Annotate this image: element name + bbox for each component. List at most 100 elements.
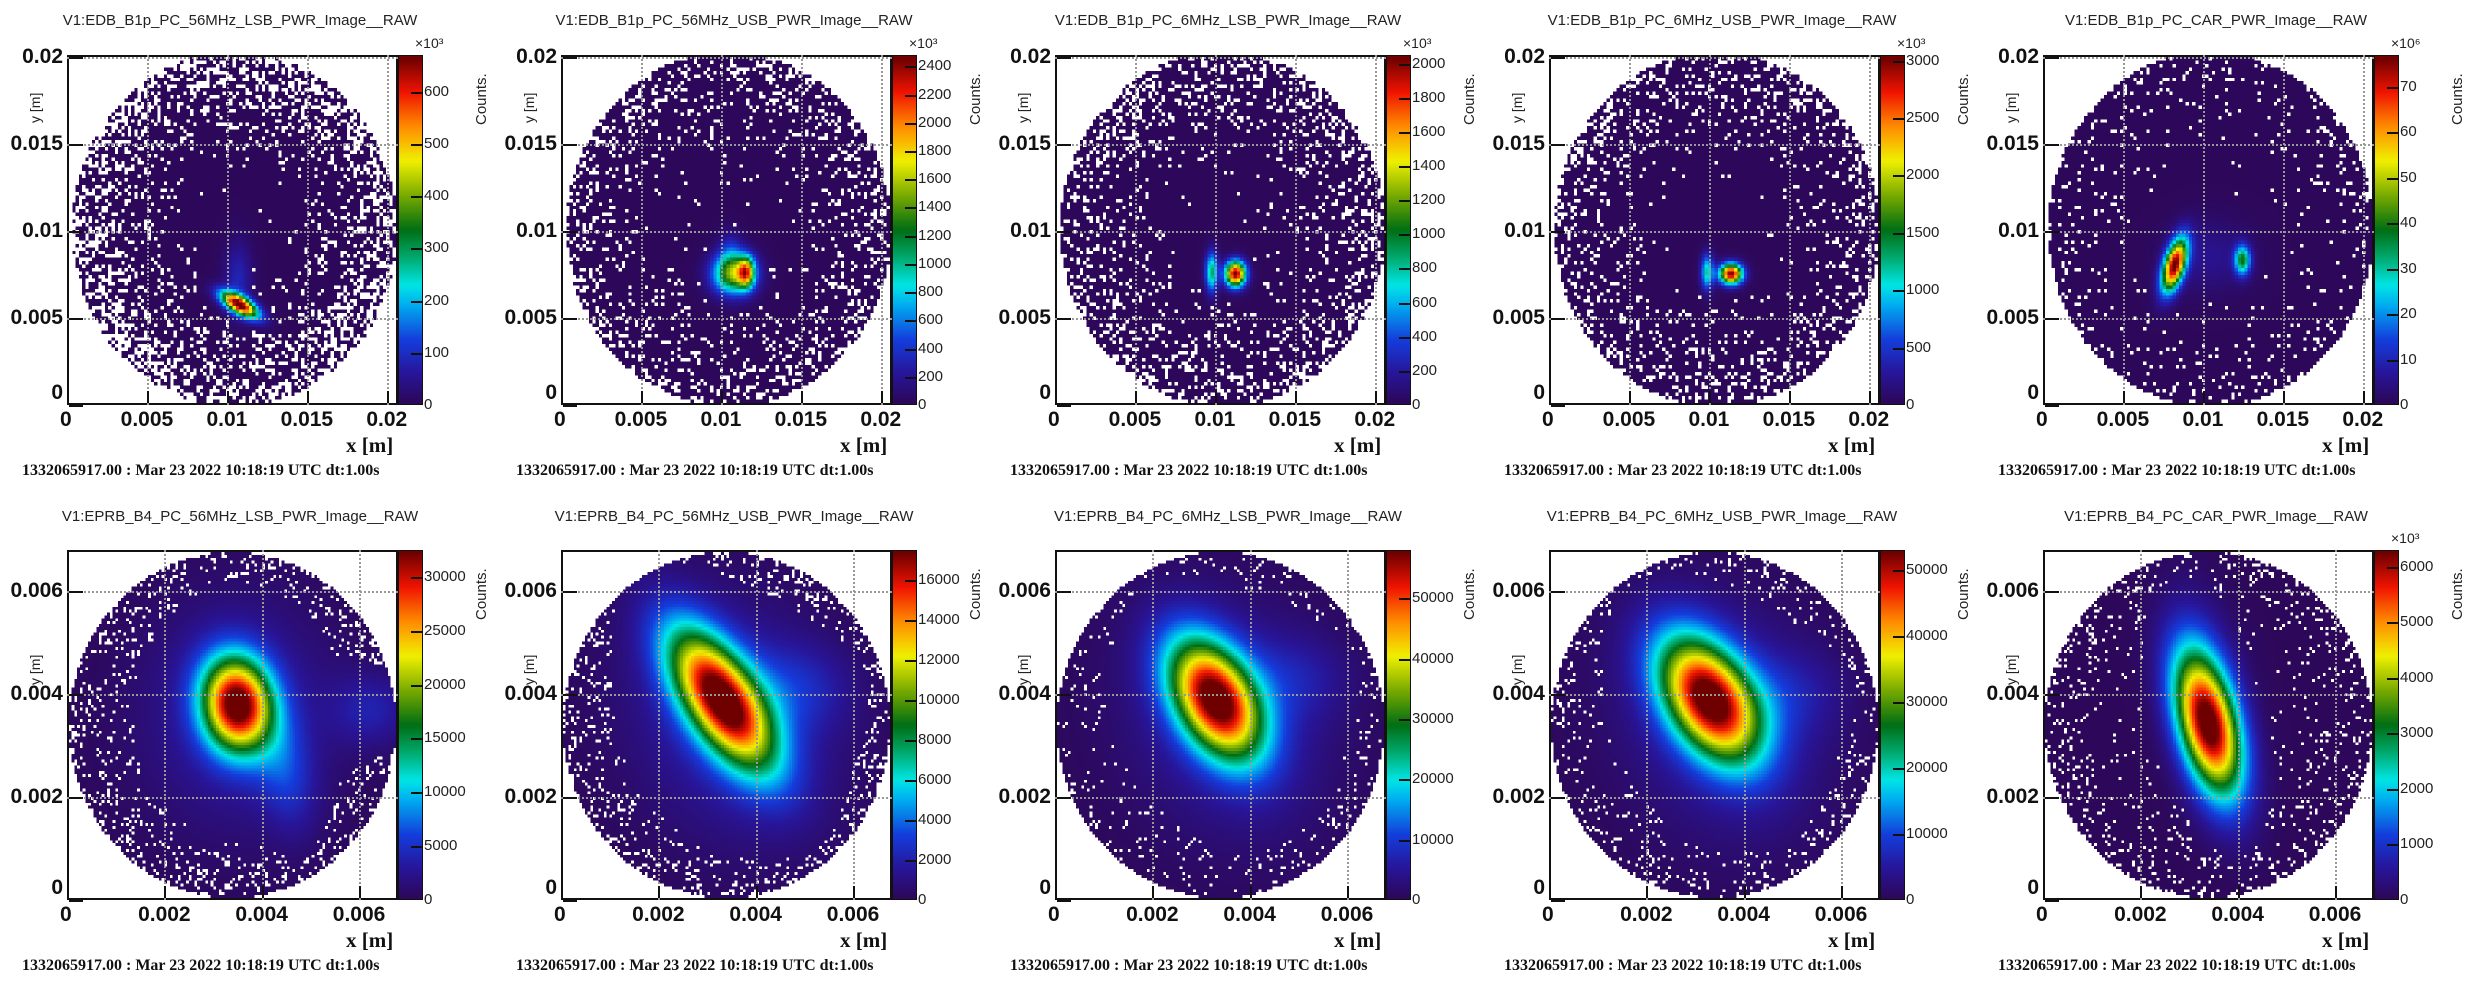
x-tick-label: 0.006 [2308,903,2362,926]
color-scale-tick [411,792,423,795]
color-scale-tick [1399,658,1411,661]
timestamp: 1332065917.00 : Mar 23 2022 10:18:19 UTC… [1010,957,1368,974]
grid-line-vertical [359,550,362,900]
color-scale-tick-label: 5000 [424,837,458,855]
grid-line-vertical [2122,55,2125,405]
grid-line-vertical [2202,55,2205,405]
x-axis-title: x [m] [1334,928,1382,952]
grid-line-vertical [2282,55,2285,405]
x-major-tick [1294,391,1297,403]
chart-title: V1:EDB_B1p_PC_6MHz_USB_PWR_Image__RAW [1547,12,1897,29]
color-scale-bar [1880,550,1905,900]
x-axis-title: x [m] [1334,433,1382,457]
color-scale-tick [411,300,423,303]
y-major-tick [2045,900,2059,902]
color-scale-tick-label: 1800 [1412,88,1446,106]
color-scale-tick-label: 500 [424,134,450,152]
grid-line-horizontal [2043,591,2374,594]
x-major-tick [261,886,264,898]
color-scale-tick-label: 500 [1906,338,1932,356]
y-tick-label: 0.015 [998,131,1051,155]
y-major-tick [563,797,577,800]
x-tick-label: 0 [554,903,566,926]
x-tick-label: 0.005 [614,408,668,431]
color-scale-tick-label: 10 [2400,350,2417,368]
color-scale-tick-label: 1000 [1906,281,1940,299]
x-axis-title: x [m] [1828,928,1876,952]
grid-line-horizontal [1055,591,1386,594]
grid-line-horizontal [67,317,398,320]
color-scale-tick [1893,635,1905,638]
color-scale-tick-label: 2400 [918,57,952,75]
color-scale-tick-label: 30000 [424,567,466,585]
color-scale-tick [2387,622,2399,625]
x-tick-label: 0.02 [366,408,408,431]
color-scale-tick-label: 1000 [918,254,952,272]
color-scale-tick [1399,97,1411,100]
color-scale-tick-label: 2000 [918,113,952,131]
y-major-tick [69,694,83,697]
y-major-tick [1551,694,1565,697]
y-major-tick [1551,317,1565,320]
y-major-tick [2045,143,2059,146]
timestamp: 1332065917.00 : Mar 23 2022 10:18:19 UTC… [22,957,380,974]
grid-line-horizontal [1055,230,1386,233]
color-scale-tick-label: 30 [2400,259,2417,277]
z-axis-title: Counts. [967,73,984,125]
grid-line-vertical [2237,550,2240,900]
color-scale-bar [1880,55,1905,405]
grid-line-vertical [853,550,856,900]
y-axis-title: y [m] [521,654,537,685]
y-major-tick [2045,317,2059,320]
y-tick-label: 0 [1039,876,1051,899]
x-tick-label: 0.01 [1194,408,1236,431]
x-tick-label: 0.01 [2182,408,2224,431]
x-tick-label: 0.01 [700,408,742,431]
x-tick-label: 0 [1542,903,1554,926]
chart-title: V1:EPRB_B4_PC_CAR_PWR_Image__RAW [2064,508,2368,525]
x-major-tick [1374,391,1377,403]
y-tick-label: 0.01 [1998,218,2039,242]
y-major-tick [1057,405,1071,407]
heatmap-image [1057,57,1384,403]
color-scale-tick [905,207,917,210]
grid-line-horizontal [1549,143,1880,146]
y-axis-title: y [m] [2003,654,2019,685]
grid-line-horizontal [1549,694,1880,697]
x-tick-label: 0.006 [1814,903,1868,926]
y-tick-label: 0.02 [1998,44,2039,68]
x-tick-label: 0.02 [1848,408,1890,431]
color-scale-tick-label: 12000 [918,651,960,668]
grid-line-horizontal [67,797,398,800]
y-tick-label: 0 [1533,381,1545,404]
y-major-tick [69,56,83,59]
color-scale-tick-label: 1200 [918,226,952,244]
color-scale-tick [1893,767,1905,770]
grid-line-horizontal [2043,694,2374,697]
color-scale-tick-label: 600 [1412,293,1438,311]
timestamp: 1332065917.00 : Mar 23 2022 10:18:19 UTC… [1998,462,2356,479]
color-scale-zero-label: 0 [918,396,927,413]
color-scale-tick-label: 15000 [424,729,466,747]
x-major-tick [1214,391,1217,403]
color-scale-bar [1386,550,1411,900]
y-major-tick [563,900,577,902]
x-tick-label: 0.004 [1717,903,1770,926]
y-major-tick [1551,900,1565,902]
y-tick-label: 0.004 [504,682,557,706]
x-major-tick [2237,886,2240,898]
color-scale-multiplier: ×10³ [1403,35,1432,51]
color-scale-multiplier: ×10³ [415,35,444,51]
x-axis-title: x [m] [2322,928,2370,952]
chart-title: V1:EDB_B1p_PC_6MHz_LSB_PWR_Image__RAW [1054,12,1402,29]
grid-line-horizontal [67,694,398,697]
y-tick-label: 0.006 [1986,579,2039,603]
timestamp: 1332065917.00 : Mar 23 2022 10:18:19 UTC… [516,957,874,974]
color-scale-tick [1893,701,1905,704]
color-scale-bar [892,550,917,900]
color-scale-tick [411,143,423,146]
grid-line-vertical [2140,550,2143,900]
z-axis-title: Counts. [473,73,490,125]
x-major-tick [1055,886,1057,898]
color-scale-tick [2387,132,2399,135]
